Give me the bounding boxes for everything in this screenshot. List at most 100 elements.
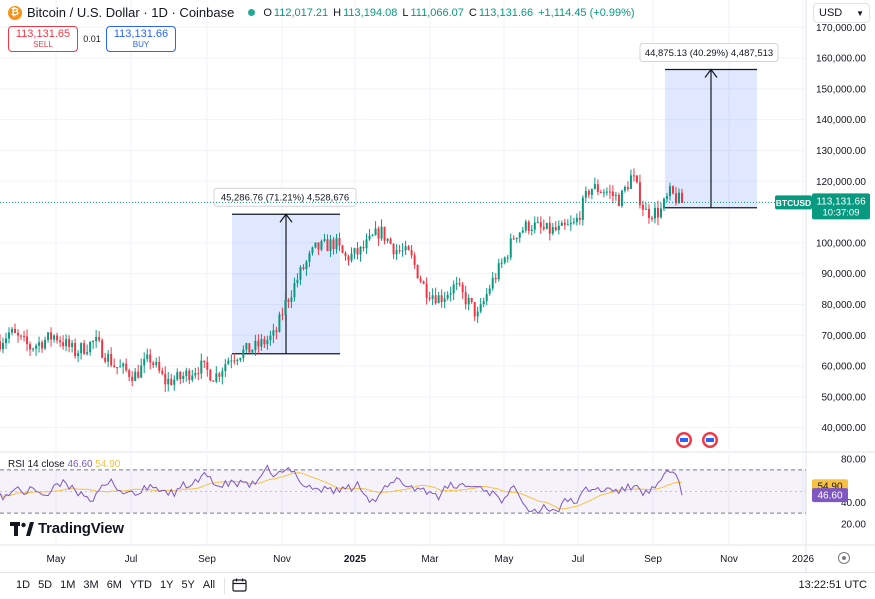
range-3m[interactable]: 3M <box>83 579 99 591</box>
utc-clock[interactable]: 13:22:51 UTC <box>798 579 867 591</box>
candle-body <box>233 360 236 362</box>
candle-body <box>47 332 50 341</box>
candle-body <box>341 245 344 253</box>
candle-body <box>14 328 17 333</box>
sell-button[interactable]: 113,131.65 SELL <box>8 26 78 52</box>
candle-body <box>458 283 461 285</box>
market-status-icon <box>248 9 256 16</box>
candle-body <box>590 188 593 195</box>
candle-body <box>239 358 242 360</box>
rsi-ma-line <box>0 472 683 510</box>
symbol-title[interactable]: Bitcoin / U.S. Dollar · 1D · Coinbase <box>27 5 235 20</box>
candle-body <box>158 362 161 371</box>
time-tick-label: 2026 <box>792 554 815 565</box>
candle-body <box>593 184 596 189</box>
rsi-tick-label: 20.00 <box>841 520 866 531</box>
low-value: 111,066.07 <box>410 6 464 19</box>
candle-body <box>56 335 59 341</box>
bitcoin-icon: ₿ <box>8 5 22 20</box>
chart-header: ₿ Bitcoin / U.S. Dollar · 1D · Coinbase … <box>0 0 810 56</box>
rsi-tag <box>812 488 848 503</box>
candle-body <box>440 295 443 303</box>
candle-body <box>191 375 194 380</box>
candle-body <box>38 342 41 346</box>
range-1m[interactable]: 1M <box>60 579 76 591</box>
candle-body <box>575 217 578 223</box>
candle-body <box>350 253 353 261</box>
candle-body <box>116 366 119 368</box>
candle-body <box>269 335 272 341</box>
symbol-tag: BTCUSD <box>776 198 811 208</box>
candle-body <box>497 263 500 280</box>
candle-body <box>257 340 260 347</box>
candle-body <box>410 249 413 256</box>
candle-body <box>89 342 92 353</box>
candle-body <box>254 340 257 350</box>
time-tick-label: Jul <box>572 554 585 565</box>
candle-series <box>0 168 683 392</box>
candle-body <box>308 253 311 262</box>
candle-body <box>44 340 47 349</box>
range-ytd[interactable]: YTD <box>129 579 152 591</box>
candle-body <box>365 239 368 249</box>
currency-select[interactable]: USD ▼ <box>813 3 870 23</box>
range-1d[interactable]: 1D <box>16 579 31 591</box>
high-value: 113,194.08 <box>343 6 398 19</box>
candle-body <box>305 261 308 270</box>
candle-body <box>377 228 380 239</box>
range-5d[interactable]: 5D <box>38 579 53 591</box>
candle-body <box>626 187 629 190</box>
candle-body <box>539 221 542 227</box>
range-all[interactable]: All <box>202 579 216 591</box>
gear-icon[interactable] <box>838 552 850 564</box>
candle-body <box>434 295 437 304</box>
candle-body <box>392 243 395 255</box>
candle-body <box>194 373 197 376</box>
rsi-legend[interactable]: RSI 14 close 46.60 54.90 <box>8 459 121 470</box>
candle-body <box>371 235 374 237</box>
candle-body <box>617 194 620 206</box>
candle-body <box>554 227 557 231</box>
candle-body <box>620 190 623 206</box>
candle-body <box>581 197 584 220</box>
buy-button[interactable]: 113,131.66 BUY <box>106 26 176 52</box>
range-5y[interactable]: 5Y <box>181 579 195 591</box>
price-tick-label: 140,000.00 <box>816 115 866 126</box>
tradingview-icon <box>10 521 34 536</box>
candle-body <box>293 283 296 298</box>
spread-value: 0.01 <box>83 34 101 44</box>
candle-body <box>17 332 20 336</box>
candle-body <box>5 338 8 344</box>
candle-body <box>488 288 491 294</box>
candle-body <box>461 284 464 293</box>
candle-body <box>35 345 38 349</box>
time-tick-label: May <box>495 554 514 565</box>
candle-body <box>221 371 224 377</box>
candle-body <box>329 239 332 252</box>
candle-body <box>197 373 200 375</box>
countdown-label: 10:37:09 <box>823 207 860 218</box>
time-tick-label: 2025 <box>344 554 367 565</box>
candle-body <box>659 208 662 218</box>
candle-body <box>98 336 101 341</box>
price-chart[interactable]: 45,286.76 (71.21%) 4,528,676 44,875.13 (… <box>0 0 875 572</box>
candle-body <box>569 222 572 225</box>
candle-body <box>503 257 506 263</box>
measure-label: 44,875.13 (40.29%) 4,487,513 <box>645 48 773 59</box>
candle-body <box>242 349 245 359</box>
price-tick-label: 160,000.00 <box>816 54 866 65</box>
candle-body <box>623 187 626 191</box>
last-price-box <box>812 193 870 220</box>
tradingview-logo[interactable]: TradingView <box>10 520 124 537</box>
candle-body <box>23 335 26 337</box>
candle-body <box>95 336 98 342</box>
calendar-icon[interactable] <box>232 578 247 592</box>
range-6m[interactable]: 6M <box>106 579 122 591</box>
candle-body <box>128 370 131 377</box>
candle-body <box>681 192 683 203</box>
range-1y[interactable]: 1Y <box>159 579 174 591</box>
rsi-tick-label: 80.00 <box>841 455 866 466</box>
candle-body <box>524 221 527 231</box>
candle-body <box>650 218 653 220</box>
candle-body <box>551 227 554 234</box>
